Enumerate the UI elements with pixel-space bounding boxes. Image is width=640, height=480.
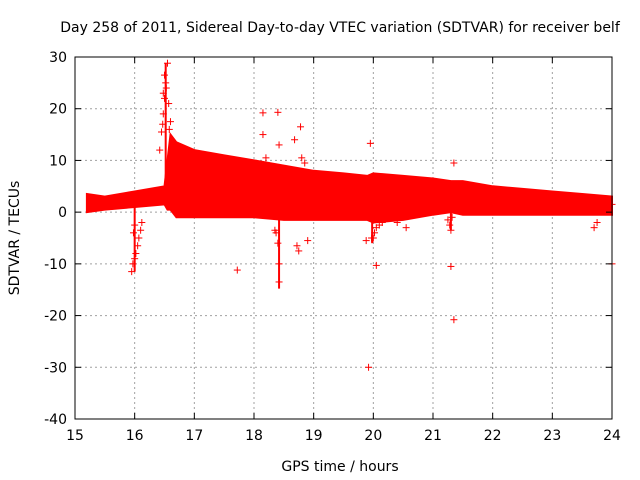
x-tick-label: 20 xyxy=(364,428,382,444)
axis-ticks: 15 16 17 18 19 20 21 22 23 24 -40 -30 -20 -10 0 10 20 30 xyxy=(44,50,621,444)
data-point xyxy=(138,218,146,226)
x-axis-title: GPS time / hours xyxy=(281,459,398,475)
data-point xyxy=(163,59,171,67)
data-point xyxy=(259,131,267,139)
data-point xyxy=(161,71,168,79)
y-tick-label: -20 xyxy=(44,309,67,325)
data-point xyxy=(275,260,283,268)
data-point xyxy=(402,224,410,232)
data-point xyxy=(129,229,137,237)
data-point xyxy=(297,123,305,131)
data-point xyxy=(129,260,137,268)
data-point xyxy=(134,242,142,250)
data-point xyxy=(304,237,312,245)
data-point xyxy=(274,239,282,247)
data-point xyxy=(590,224,598,232)
y-tick-label: 0 xyxy=(58,205,67,221)
y-tick-label: 30 xyxy=(49,50,67,66)
x-tick-label: 24 xyxy=(603,428,621,444)
data-point xyxy=(132,250,140,258)
data-point xyxy=(128,268,136,276)
data-point xyxy=(159,110,167,118)
data-point xyxy=(259,109,267,117)
data-point xyxy=(365,363,373,371)
data-point xyxy=(378,218,386,226)
data-point xyxy=(265,162,273,170)
data-point xyxy=(450,316,458,324)
plot-border xyxy=(74,56,613,420)
data-point xyxy=(272,229,280,237)
data-point xyxy=(274,108,282,116)
data-point xyxy=(158,128,166,136)
y-tick-label: -10 xyxy=(44,257,67,273)
data-point xyxy=(372,261,380,269)
x-tick-label: 19 xyxy=(305,428,323,444)
y-tick-label: -40 xyxy=(44,412,67,428)
x-tick-label: 17 xyxy=(185,428,203,444)
data-point xyxy=(448,213,456,221)
data-point xyxy=(275,278,283,286)
data-point xyxy=(450,159,458,167)
x-tick-label: 15 xyxy=(66,428,84,444)
y-axis-title: SDTVAR / TECUs xyxy=(7,181,23,296)
data-point xyxy=(291,136,299,144)
data-point xyxy=(165,125,173,133)
data-point xyxy=(298,154,306,162)
data-point xyxy=(131,221,139,229)
y-tick-label: -30 xyxy=(44,360,67,376)
x-tick-label: 21 xyxy=(424,428,442,444)
data-point xyxy=(135,234,143,242)
data-point xyxy=(275,141,283,149)
x-tick-label: 16 xyxy=(126,428,144,444)
data-point xyxy=(301,159,309,167)
data-point xyxy=(446,221,454,229)
data-point xyxy=(162,84,170,92)
data-point xyxy=(362,237,370,245)
data-point xyxy=(447,226,455,234)
data-point xyxy=(166,118,174,126)
data-point xyxy=(233,266,241,274)
x-tick-label: 22 xyxy=(484,428,502,444)
data-point xyxy=(369,234,377,242)
data-point xyxy=(159,89,167,97)
data-point xyxy=(447,262,455,270)
x-tick-label: 18 xyxy=(245,428,263,444)
data-point xyxy=(161,94,168,102)
data-point xyxy=(393,218,401,226)
data-point xyxy=(137,226,145,234)
data-point xyxy=(366,139,374,147)
data-point xyxy=(156,146,164,154)
y-tick-label: 10 xyxy=(49,153,67,169)
data-point xyxy=(444,216,452,224)
data-point xyxy=(165,100,173,108)
data-point xyxy=(371,229,379,237)
data-point xyxy=(293,242,301,250)
x-tick-label: 23 xyxy=(543,428,561,444)
data-point xyxy=(131,255,139,263)
data-point xyxy=(162,79,170,87)
chart-title: Day 258 of 2011, Sidereal Day-to-day VTE… xyxy=(60,20,621,36)
data-point xyxy=(159,120,167,128)
data-point xyxy=(295,247,303,255)
data-point xyxy=(262,154,270,162)
data-point xyxy=(593,218,601,226)
y-tick-label: 20 xyxy=(49,102,67,118)
